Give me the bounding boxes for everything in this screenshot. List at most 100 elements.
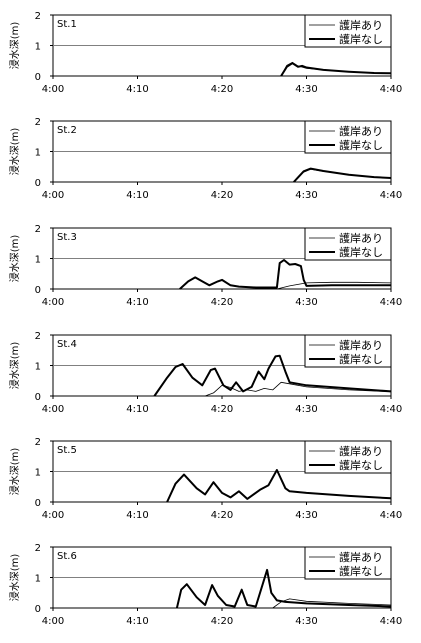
series-line-1 <box>272 598 392 609</box>
y-tick-label: 1 <box>35 362 41 373</box>
x-tick-label: 4:20 <box>211 616 233 627</box>
legend-box <box>304 334 392 368</box>
x-tick-label: 4:10 <box>126 510 148 521</box>
y-tick-label: 1 <box>35 255 41 266</box>
y-tick-label: 2 <box>35 543 41 554</box>
x-tick-label: 4:40 <box>380 404 402 415</box>
legend-box <box>304 546 392 580</box>
x-tick-label: 4:00 <box>42 404 64 415</box>
y-tick-label: 0 <box>35 178 41 189</box>
x-tick-label: 4:20 <box>211 404 233 415</box>
y-axis-label: 浸水深(m) <box>9 22 21 70</box>
legend-label-2: 護岸なし <box>339 32 383 46</box>
legend-label-1: 護岸あり <box>339 338 383 352</box>
x-tick-label: 4:20 <box>211 84 233 95</box>
x-tick-label: 4:40 <box>380 616 402 627</box>
y-tick-label: 2 <box>35 331 41 342</box>
x-tick-label: 4:00 <box>42 190 64 201</box>
x-tick-label: 4:30 <box>295 297 317 308</box>
y-axis-label: 浸水深(m) <box>9 554 21 602</box>
x-tick-label: 4:40 <box>380 510 402 521</box>
y-tick-label: 1 <box>35 42 41 53</box>
series-line-2 <box>280 62 392 77</box>
y-tick-label: 1 <box>35 468 41 479</box>
legend-box <box>304 120 392 154</box>
x-tick-label: 4:10 <box>126 297 148 308</box>
station-label: St.6 <box>57 551 77 562</box>
y-axis-label: 浸水深(m) <box>9 448 21 496</box>
station-label: St.2 <box>57 125 77 136</box>
y-tick-label: 0 <box>35 604 41 615</box>
panel-6: 0 1 2 4:00 4:10 4:20 4:30 4:40 浸水深(m) St.6 護岸あり護岸な… <box>9 543 402 627</box>
x-tick-label: 4:30 <box>295 84 317 95</box>
x-tick-label: 4:40 <box>380 84 402 95</box>
legend-label-1: 護岸あり <box>339 124 383 138</box>
x-tick-label: 4:30 <box>295 190 317 201</box>
series-line-2 <box>175 568 392 609</box>
panel-4: 0 1 2 4:00 4:10 4:20 4:30 4:40 浸水深(m) St.4 護岸あり護岸な… <box>9 331 402 415</box>
y-tick-label: 1 <box>35 574 41 585</box>
panel-5: 0 1 2 4:00 4:10 4:20 4:30 4:40 浸水深(m) St.5 護岸あり護岸な… <box>9 437 402 521</box>
x-tick-label: 4:00 <box>42 616 64 627</box>
y-tick-label: 1 <box>35 148 41 159</box>
x-tick-label: 4:00 <box>42 510 64 521</box>
y-tick-label: 0 <box>35 72 41 83</box>
x-tick-label: 4:20 <box>211 190 233 201</box>
legend-label-2: 護岸なし <box>339 352 383 366</box>
legend-label-1: 護岸あり <box>339 18 383 32</box>
x-tick-label: 4:00 <box>42 84 64 95</box>
y-tick-label: 0 <box>35 498 41 509</box>
panel-2: 0 1 2 4:00 4:10 4:20 4:30 4:40 浸水深(m) St.2 護岸あり護岸な… <box>9 117 402 201</box>
legend-box <box>304 440 392 474</box>
legend-label-2: 護岸なし <box>339 564 383 578</box>
legend-box <box>304 14 392 48</box>
x-tick-label: 4:20 <box>211 297 233 308</box>
panel-3: 0 1 2 4:00 4:10 4:20 4:30 4:40 浸水深(m) St.3 護岸あり護岸な… <box>9 224 402 308</box>
x-tick-label: 4:10 <box>126 404 148 415</box>
x-tick-label: 4:20 <box>211 510 233 521</box>
x-tick-label: 4:00 <box>42 297 64 308</box>
x-tick-label: 4:30 <box>295 616 317 627</box>
legend-label-1: 護岸あり <box>339 550 383 564</box>
x-tick-label: 4:30 <box>295 404 317 415</box>
series-line-1 <box>276 281 392 290</box>
y-tick-label: 2 <box>35 11 41 22</box>
y-tick-label: 0 <box>35 392 41 403</box>
legend-label-2: 護岸なし <box>339 458 383 472</box>
series-line-2 <box>166 469 392 503</box>
series-line-2 <box>179 259 391 290</box>
y-tick-label: 2 <box>35 224 41 235</box>
series-line-2 <box>293 167 392 183</box>
legend-label-1: 護岸あり <box>339 231 383 245</box>
y-axis-label: 浸水深(m) <box>9 235 21 283</box>
y-axis-label: 浸水深(m) <box>9 128 21 176</box>
y-axis-label: 浸水深(m) <box>9 342 21 390</box>
legend-label-2: 護岸なし <box>339 245 383 259</box>
legend-box <box>304 227 392 261</box>
station-label: St.3 <box>57 232 77 243</box>
station-label: St.5 <box>57 445 77 456</box>
legend-label-1: 護岸あり <box>339 444 383 458</box>
x-tick-label: 4:10 <box>126 190 148 201</box>
y-tick-label: 2 <box>35 437 41 448</box>
series-line-2 <box>153 354 392 397</box>
panel-1: 0 1 2 4:00 4:10 4:20 4:30 4:40 浸水深(m) St.1 護岸あり護岸な… <box>9 11 402 95</box>
legend-label-2: 護岸なし <box>339 138 383 152</box>
x-tick-label: 4:30 <box>295 510 317 521</box>
x-tick-label: 4:40 <box>380 190 402 201</box>
y-tick-label: 0 <box>35 285 41 296</box>
x-tick-label: 4:10 <box>126 616 148 627</box>
station-label: St.4 <box>57 339 77 350</box>
x-tick-label: 4:10 <box>126 84 148 95</box>
y-tick-label: 2 <box>35 117 41 128</box>
x-tick-label: 4:40 <box>380 297 402 308</box>
station-label: St.1 <box>57 19 77 30</box>
